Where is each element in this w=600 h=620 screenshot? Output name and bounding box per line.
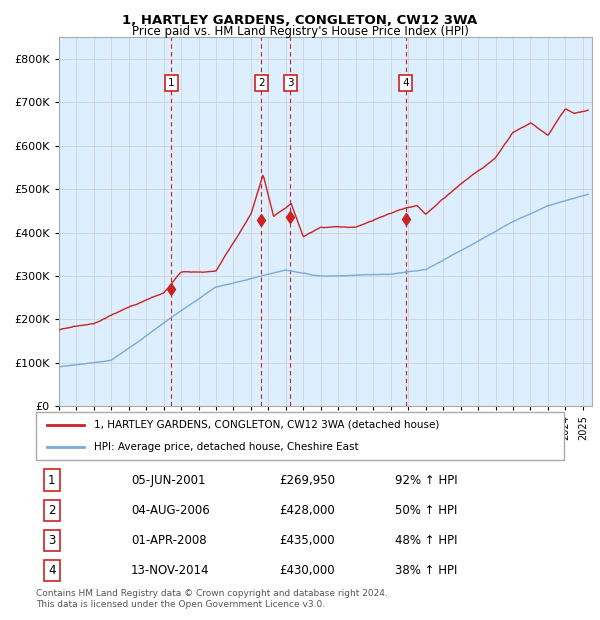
Text: 1: 1 [48, 474, 56, 487]
Text: 48% ↑ HPI: 48% ↑ HPI [395, 534, 458, 547]
Text: 2: 2 [258, 78, 265, 88]
Text: 4: 4 [48, 564, 56, 577]
Text: £430,000: £430,000 [279, 564, 335, 577]
Text: £428,000: £428,000 [279, 504, 335, 517]
FancyBboxPatch shape [36, 412, 564, 460]
Text: Price paid vs. HM Land Registry's House Price Index (HPI): Price paid vs. HM Land Registry's House … [131, 25, 469, 38]
Text: 1: 1 [168, 78, 175, 88]
Text: £435,000: £435,000 [279, 534, 335, 547]
Text: 4: 4 [403, 78, 409, 88]
Text: 50% ↑ HPI: 50% ↑ HPI [395, 504, 457, 517]
Text: This data is licensed under the Open Government Licence v3.0.: This data is licensed under the Open Gov… [36, 600, 325, 609]
Text: 38% ↑ HPI: 38% ↑ HPI [395, 564, 457, 577]
Text: HPI: Average price, detached house, Cheshire East: HPI: Average price, detached house, Ches… [94, 442, 359, 452]
Text: 92% ↑ HPI: 92% ↑ HPI [395, 474, 458, 487]
Text: 01-APR-2008: 01-APR-2008 [131, 534, 206, 547]
Text: £269,950: £269,950 [279, 474, 335, 487]
Text: 2: 2 [48, 504, 56, 517]
Text: 04-AUG-2006: 04-AUG-2006 [131, 504, 210, 517]
Text: 3: 3 [287, 78, 293, 88]
Text: 3: 3 [48, 534, 56, 547]
Text: 1, HARTLEY GARDENS, CONGLETON, CW12 3WA (detached house): 1, HARTLEY GARDENS, CONGLETON, CW12 3WA … [94, 420, 439, 430]
Text: 05-JUN-2001: 05-JUN-2001 [131, 474, 206, 487]
Text: Contains HM Land Registry data © Crown copyright and database right 2024.: Contains HM Land Registry data © Crown c… [36, 589, 388, 598]
Text: 13-NOV-2014: 13-NOV-2014 [131, 564, 209, 577]
Text: 1, HARTLEY GARDENS, CONGLETON, CW12 3WA: 1, HARTLEY GARDENS, CONGLETON, CW12 3WA [122, 14, 478, 27]
